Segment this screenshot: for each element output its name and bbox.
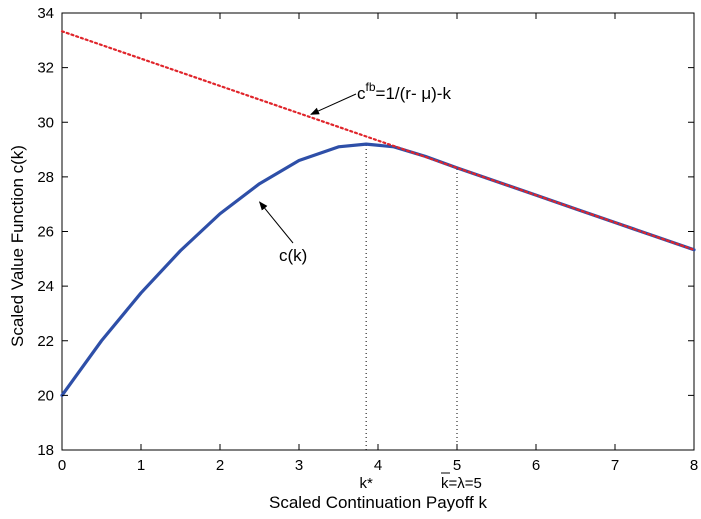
k-bar-rest: =λ=5 bbox=[449, 475, 482, 492]
y-tick-label: 32 bbox=[37, 60, 54, 77]
y-tick-label: 30 bbox=[37, 114, 54, 131]
x-tick-label: 4 bbox=[374, 457, 382, 474]
x-tick-label: 2 bbox=[216, 457, 224, 474]
y-tick-label: 26 bbox=[37, 224, 54, 241]
x-tick-label: 7 bbox=[611, 457, 619, 474]
annotation-cfb-arrow bbox=[310, 93, 357, 115]
y-tick-label: 24 bbox=[37, 278, 54, 295]
x-tick-label: 0 bbox=[58, 457, 66, 474]
x-tick-label: 3 bbox=[295, 457, 303, 474]
annotation-cfb-main: c bbox=[357, 84, 366, 103]
x-axis-title: Scaled Continuation Payoff k bbox=[269, 493, 487, 512]
plot-frame bbox=[61, 12, 695, 451]
annotation-ck-arrow bbox=[258, 201, 294, 244]
y-tick-label: 20 bbox=[37, 387, 54, 404]
k-star-label: k* bbox=[359, 475, 373, 492]
annotation-cfb-sup: fb bbox=[366, 80, 376, 94]
annotation-ck: c(k) bbox=[279, 246, 307, 265]
y-tick-label: 18 bbox=[37, 442, 54, 459]
y-tick-label: 28 bbox=[37, 169, 54, 186]
y-tick-label: 22 bbox=[37, 333, 54, 350]
x-tick-label: 8 bbox=[690, 457, 698, 474]
plot-area: k* k=λ=5 cfb=1/(r- μ)-k c(k) bbox=[60, 12, 696, 492]
annotation-cfb-rest: =1/(r- μ)-k bbox=[376, 84, 452, 103]
k-bar-label: k=λ=5 bbox=[441, 475, 482, 492]
series-c-k-line bbox=[60, 142, 696, 397]
y-axis-title: Scaled Value Function c(k) bbox=[8, 145, 27, 347]
y-tick-label: 34 bbox=[37, 5, 54, 22]
x-tick-label: 6 bbox=[532, 457, 540, 474]
x-tick-label: 5 bbox=[453, 457, 461, 474]
x-tick-label: 1 bbox=[137, 457, 145, 474]
k-bar-letter: k bbox=[441, 475, 449, 492]
annotation-cfb: cfb=1/(r- μ)-k bbox=[357, 80, 451, 103]
series-cfb-line bbox=[60, 30, 696, 251]
